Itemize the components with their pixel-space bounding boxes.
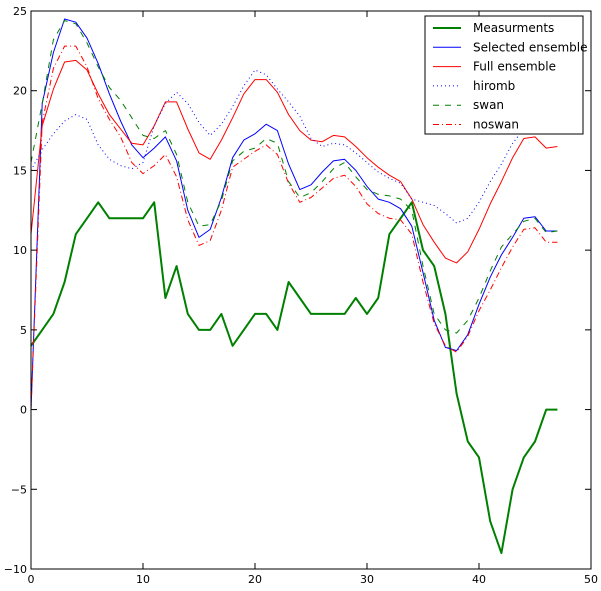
y-tick-label: 15	[13, 164, 27, 177]
legend-label-3: hiromb	[473, 79, 515, 93]
x-tick-label: 50	[584, 573, 598, 586]
x-tick-label: 10	[136, 573, 150, 586]
axes-layer: 0 10 20 30 40 50 −10 −5 0 5 10 15 20 25	[4, 5, 598, 586]
legend: Measurments Selected ensemble Full ensembl…	[424, 15, 587, 135]
legend-label-4: swan	[473, 98, 504, 112]
y-tick-label: 0	[20, 404, 27, 417]
legend-label-2: Full ensemble	[473, 60, 556, 74]
legend-label-5: noswan	[473, 118, 519, 132]
series-layer	[30, 18, 558, 555]
y-tick-label: −10	[4, 563, 27, 576]
x-tick-label: 30	[360, 573, 374, 586]
y-tick-label: 25	[13, 5, 27, 18]
legend-label-0: Measurments	[473, 21, 554, 35]
y-tick-label: 20	[13, 85, 27, 98]
plot-frame	[30, 10, 592, 570]
series-line-3	[30, 69, 525, 224]
y-tick-label: 5	[20, 324, 27, 337]
series-line-4	[30, 20, 558, 334]
series-line-5	[30, 45, 558, 410]
x-tick-label: 40	[472, 573, 486, 586]
x-tick-label: 0	[28, 573, 35, 586]
y-tick-label: 10	[13, 244, 27, 257]
series-line-0	[30, 201, 558, 555]
series-line-2	[30, 59, 558, 264]
x-tick-label: 20	[248, 573, 262, 586]
legend-box	[424, 15, 584, 135]
series-line-1	[30, 18, 558, 410]
legend-label-1: Selected ensemble	[473, 40, 587, 54]
y-tick-label: −5	[11, 483, 27, 496]
